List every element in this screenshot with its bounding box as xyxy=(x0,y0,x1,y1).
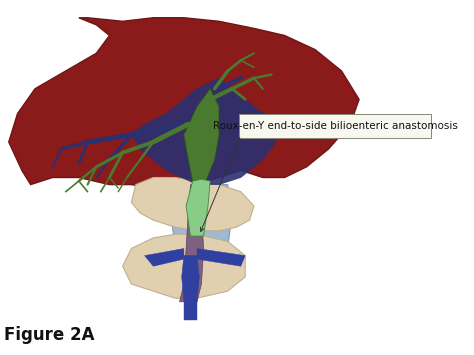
Polygon shape xyxy=(131,78,276,185)
Polygon shape xyxy=(123,234,245,298)
Text: Figure 2A: Figure 2A xyxy=(4,326,95,344)
Polygon shape xyxy=(145,248,184,266)
Polygon shape xyxy=(186,179,210,236)
Polygon shape xyxy=(197,248,245,266)
FancyBboxPatch shape xyxy=(239,114,431,138)
Polygon shape xyxy=(131,178,254,231)
Polygon shape xyxy=(171,185,232,248)
Text: Roux-en-Y end-to-side bilioenteric anastomosis: Roux-en-Y end-to-side bilioenteric anast… xyxy=(212,121,457,131)
Polygon shape xyxy=(180,185,204,302)
Polygon shape xyxy=(184,302,197,320)
Polygon shape xyxy=(182,256,199,302)
Polygon shape xyxy=(9,18,359,192)
Polygon shape xyxy=(184,89,219,181)
